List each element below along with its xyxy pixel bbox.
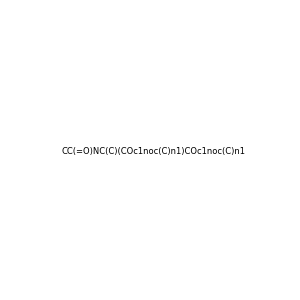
Text: CC(=O)NC(C)(COc1noc(C)n1)COc1noc(C)n1: CC(=O)NC(C)(COc1noc(C)n1)COc1noc(C)n1	[62, 147, 246, 156]
